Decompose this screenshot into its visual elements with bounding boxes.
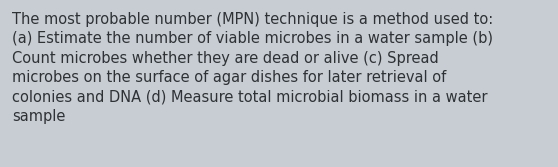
- Text: The most probable number (MPN) technique is a method used to:
(a) Estimate the n: The most probable number (MPN) technique…: [12, 12, 493, 124]
